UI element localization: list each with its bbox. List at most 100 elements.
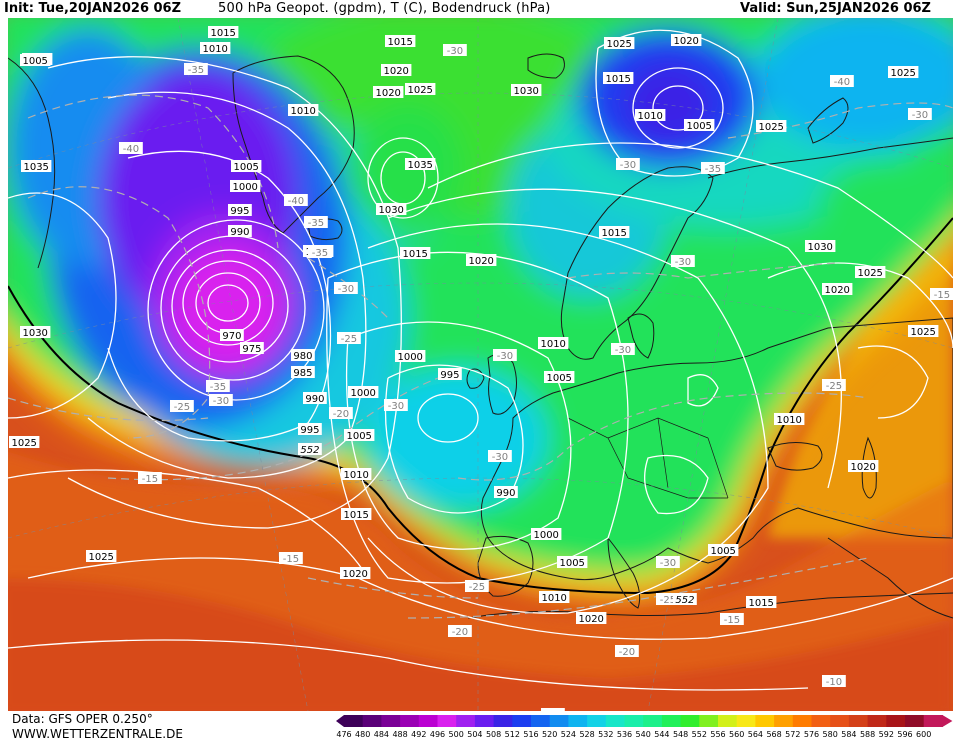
colorbar-segment bbox=[755, 715, 775, 727]
colorbar-segment bbox=[344, 715, 364, 727]
isotherms bbox=[8, 94, 953, 619]
isobar-label-bg bbox=[822, 283, 853, 295]
isotherm-label-bg bbox=[138, 472, 162, 484]
isotherm-label: -20 bbox=[619, 647, 635, 658]
isotherm-label: -25 bbox=[469, 582, 485, 593]
isobar-label-bg bbox=[86, 550, 117, 562]
colorbar-tick-label: 488 bbox=[392, 730, 408, 739]
isobar-label: 1035 bbox=[23, 162, 48, 173]
isotherm-label-bg bbox=[720, 613, 744, 625]
isotherm-label: -40 bbox=[834, 77, 850, 88]
geopotential-label-bg bbox=[298, 443, 322, 455]
isobar-label: 1020 bbox=[375, 88, 400, 99]
colorbar-labels: 476 480 484 488 492 496 500 504 508 512 516 520 524 5… bbox=[336, 730, 948, 740]
isobar-label: 1010 bbox=[541, 593, 566, 604]
isobar-label-bg bbox=[228, 204, 252, 216]
isotherm-label: -15 bbox=[283, 554, 299, 565]
isobar-label: 1025 bbox=[758, 122, 783, 133]
colorbar-segment bbox=[718, 715, 738, 727]
isobar-label-bg bbox=[9, 436, 40, 448]
isotherm-label-bg bbox=[284, 194, 308, 206]
colorbar-tick-label: 532 bbox=[598, 730, 614, 739]
colorbar-tick-label: 556 bbox=[710, 730, 726, 739]
isobar-label-bg bbox=[531, 528, 562, 540]
isotherm-label: -35 bbox=[312, 248, 328, 259]
isobar-label: 1000 bbox=[533, 530, 558, 541]
colorbar-segment bbox=[587, 715, 607, 727]
isobar-label-bg bbox=[344, 429, 375, 441]
isotherm-label: -30 bbox=[497, 351, 513, 362]
colorbar-segment bbox=[531, 715, 551, 727]
isotherm-label-bg bbox=[119, 142, 143, 154]
colorbar-tick-label: 500 bbox=[448, 730, 464, 739]
data-source: Data: GFS OPER 0.250° bbox=[12, 712, 153, 726]
colorbar-segment bbox=[474, 715, 495, 727]
weather-map-canvas: 1015 1010 1035 1005 1010 1015 1020 1025 1020 1030… bbox=[8, 18, 953, 711]
colorbar-tick-label: 492 bbox=[411, 730, 427, 739]
isobar-label-bg bbox=[395, 350, 426, 362]
isobar-label-bg bbox=[599, 226, 630, 238]
isotherm-label-bg bbox=[304, 216, 328, 228]
colorbar-tick-label: 528 bbox=[579, 730, 595, 739]
init-time: Init: Tue,20JAN2026 06Z bbox=[4, 1, 182, 16]
isobar-label-bg bbox=[231, 160, 262, 172]
isobar-label-bg bbox=[438, 368, 462, 380]
isobar-label-bg bbox=[544, 371, 575, 383]
colorbar-tick-label: 496 bbox=[429, 730, 446, 739]
isobar-label: 1000 bbox=[232, 182, 257, 193]
colorbar-tick-label: 576 bbox=[803, 730, 820, 739]
isobar-label-bg bbox=[855, 266, 886, 278]
isobar-label-bg bbox=[381, 64, 412, 76]
colorbar-tick-label: 564 bbox=[747, 730, 764, 739]
isotherm-label: -25 bbox=[174, 402, 190, 413]
colorbar-tick-label: 480 bbox=[355, 730, 371, 739]
isobar-label: 1015 bbox=[210, 28, 235, 39]
colorbar-tick-label: 524 bbox=[560, 730, 577, 739]
isobar-label: 980 bbox=[293, 351, 312, 362]
isobar-label-bg bbox=[774, 413, 805, 425]
isobar-label-bg bbox=[604, 37, 635, 49]
isotherm-label-bg bbox=[908, 108, 932, 120]
isobar-label: 1020 bbox=[342, 569, 367, 580]
isobar-label: 1020 bbox=[824, 285, 849, 296]
isotherm-label-bg bbox=[206, 380, 230, 392]
colorbar-segment bbox=[905, 715, 925, 727]
isobar-label: 1015 bbox=[601, 228, 626, 239]
isobar-label-bg bbox=[341, 468, 372, 480]
isotherm-label: -15 bbox=[934, 290, 950, 301]
colorbar bbox=[336, 715, 953, 727]
isobar-label-bg bbox=[291, 349, 315, 361]
isobar-label-bg bbox=[405, 158, 436, 170]
isotherm-label: -10 bbox=[826, 677, 842, 688]
colorbar-segment bbox=[792, 715, 812, 727]
geopotential-label-bg bbox=[673, 593, 697, 605]
geopotential-label: 552 bbox=[300, 445, 319, 456]
map-title: 500 hPa Geopot. (gpdm), T (C), Bodendruc… bbox=[218, 1, 551, 16]
isobar-label: 1025 bbox=[857, 268, 882, 279]
isobar-label-bg bbox=[539, 591, 570, 603]
isotherm-label: -20 bbox=[452, 627, 468, 638]
colorbar-segment bbox=[605, 715, 625, 727]
colorbar-segment bbox=[774, 715, 794, 727]
isobar-label: 1035 bbox=[407, 160, 432, 171]
isobar-label: 1005 bbox=[22, 56, 47, 67]
isotherm-label-bg bbox=[830, 75, 854, 87]
isobar-label-bg bbox=[400, 247, 431, 259]
colorbar-segment bbox=[400, 715, 420, 727]
colorbar-segment bbox=[830, 715, 850, 727]
isobar-label: 1005 bbox=[346, 431, 371, 442]
isobar-label-bg bbox=[908, 325, 939, 337]
colorbar-segment bbox=[456, 715, 476, 727]
isotherm-label-bg bbox=[656, 556, 680, 568]
isobar-label-bg bbox=[208, 26, 239, 38]
isotherm-label-bg bbox=[209, 394, 233, 406]
colorbar-tick-label: 512 bbox=[504, 730, 520, 739]
isotherm-label-bg bbox=[448, 625, 472, 637]
isotherm-label-bg bbox=[384, 399, 408, 411]
isobar-label: 1020 bbox=[673, 36, 698, 47]
colorbar-segment bbox=[736, 715, 756, 727]
isobar-label: 1015 bbox=[748, 598, 773, 609]
isobar-label: 1010 bbox=[540, 339, 565, 350]
isobar-label-bg bbox=[603, 72, 634, 84]
isobar-label: 1000 bbox=[350, 388, 375, 399]
